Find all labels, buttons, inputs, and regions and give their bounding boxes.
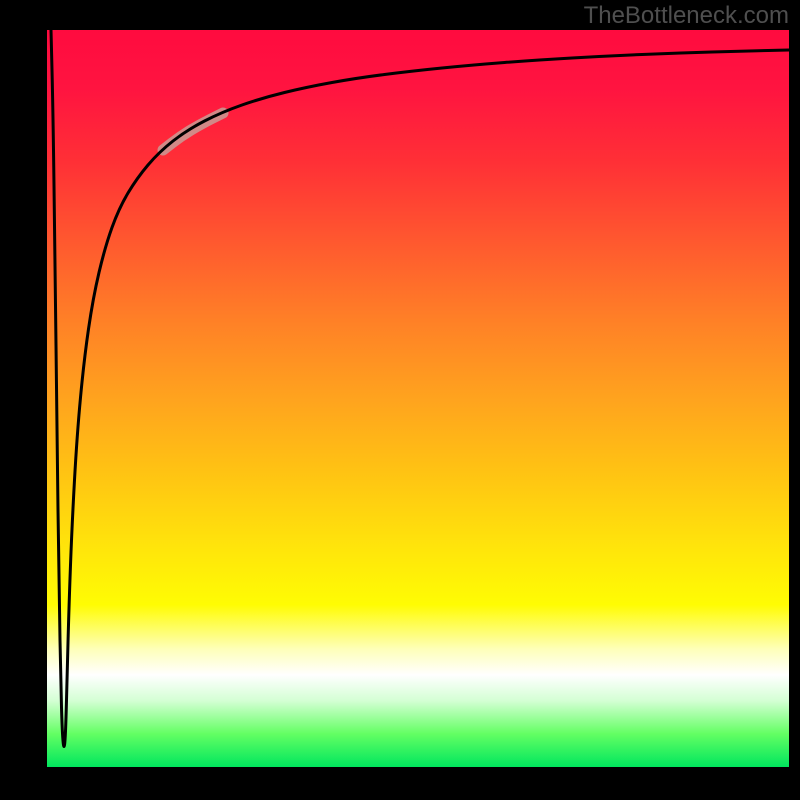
attribution-text: TheBottleneck.com xyxy=(584,4,789,28)
highlight-segment xyxy=(163,113,223,150)
plot-area xyxy=(47,30,789,767)
chart-frame: TheBottleneck.com xyxy=(0,0,800,800)
curve-layer xyxy=(47,30,789,767)
bottleneck-curve xyxy=(51,30,789,747)
